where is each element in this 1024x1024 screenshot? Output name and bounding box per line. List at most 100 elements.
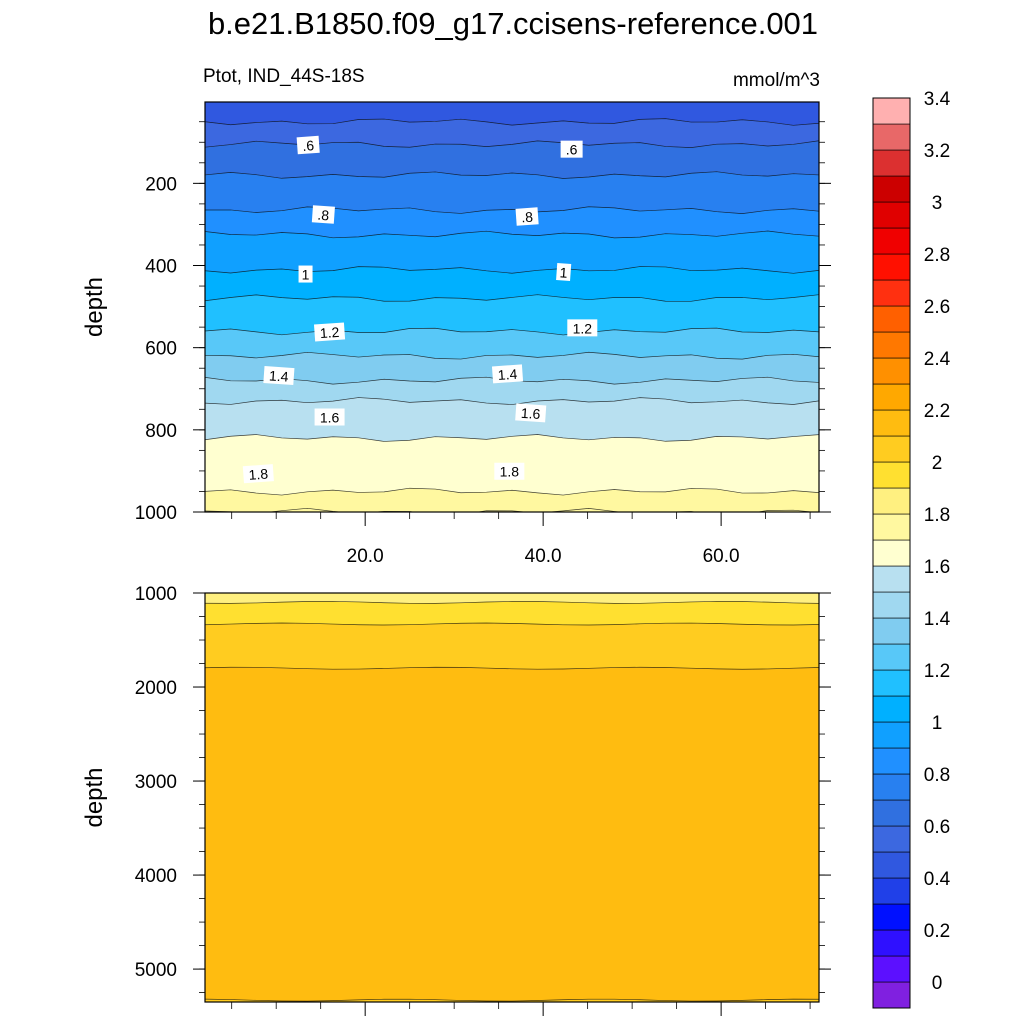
y-tick-label: 2000 (135, 678, 177, 699)
contour-band (205, 294, 819, 335)
colorbar-tick-label: 3 (932, 193, 943, 214)
colorbar-swatch (872, 383, 911, 411)
colorbar-swatch (872, 851, 911, 879)
colorbar: 0 0.2 0.4 0.6 0.8 1 1.2 1.4 1.6 1.8 2 2.2 2.4 2.6 2.8 3… (872, 89, 951, 1009)
colorbar-swatch (872, 903, 911, 931)
contour-label: 1.2 (567, 319, 598, 337)
colorbar-swatch (872, 877, 911, 905)
contour-label-box (491, 364, 524, 384)
colorbar-swatch (872, 409, 911, 437)
colorbar-swatch (872, 669, 911, 697)
contour-label-text: 1.6 (520, 405, 541, 422)
contour-label-text: 1.8 (248, 466, 269, 483)
colorbar-swatch (872, 123, 911, 151)
contour-label: 1.6 (314, 408, 345, 426)
colorbar-swatch (872, 565, 911, 593)
contour-band (205, 488, 819, 512)
colorbar-swatch (872, 695, 911, 723)
contour-label-box (556, 263, 572, 281)
contour-label: 1.8 (494, 462, 525, 480)
colorbar-tick-label: 0 (932, 973, 943, 994)
colorbar-swatch (872, 825, 911, 853)
panel-units-label: mmol/m^3 (733, 70, 820, 91)
colorbar-tick-label: 0.8 (924, 765, 950, 786)
contour-band (205, 206, 819, 238)
contour-label-text: 1.4 (269, 367, 290, 384)
contour-label: .6 (560, 140, 583, 158)
contour-label-box (296, 135, 320, 155)
contour-label: .6 (296, 135, 320, 155)
colorbar-tick-label: 0.4 (924, 869, 951, 890)
contour-band (205, 623, 819, 670)
colorbar-tick-label: 1.4 (924, 609, 951, 630)
contour-label-box (560, 140, 583, 158)
colorbar-swatch (872, 357, 911, 385)
contour-band (205, 593, 819, 604)
colorbar-swatch (872, 643, 911, 671)
upper-contour-panel: .6 .6 .8 .8 1 1 1.2 1.2 1.4 1.4 1.6 1.6 1.8 1.8 200 400… (81, 101, 831, 567)
contour-label-box (567, 319, 598, 337)
contour-label-text: .6 (302, 137, 315, 154)
colorbar-tick-label: 0.2 (924, 921, 950, 942)
contour-line (205, 294, 819, 302)
contour-band (205, 508, 813, 512)
contour-label: .8 (515, 207, 539, 226)
contour-label-text: 1.2 (319, 324, 340, 341)
colorbar-swatch (872, 461, 911, 489)
contour-label-box (494, 462, 525, 480)
colorbar-swatch (872, 149, 911, 177)
contour-line (205, 434, 819, 442)
colorbar-swatch (872, 305, 911, 333)
contour-label-text: 1 (302, 267, 310, 283)
colorbar-tick-label: 2.2 (924, 401, 950, 422)
contour-band (205, 377, 819, 405)
contour-label: 1 (556, 263, 572, 281)
contour-label-text: 1 (559, 264, 568, 281)
contour-label-text: 1.4 (497, 366, 518, 383)
colorbar-swatch (872, 747, 911, 775)
colorbar-swatch (872, 617, 911, 645)
colorbar-swatch (872, 981, 911, 1009)
contour-line (205, 487, 819, 496)
colorbar-tick-label: 3.2 (924, 141, 950, 162)
contour-label: 1.4 (491, 364, 524, 384)
contour-label: 1.4 (263, 365, 295, 386)
colorbar-tick-label: 2.6 (924, 297, 950, 318)
colorbar-swatch (872, 513, 911, 541)
colorbar-swatch (872, 331, 911, 359)
y-axis-label: depth (81, 277, 108, 337)
contour-label: 1 (298, 265, 313, 283)
plot-frame (204, 101, 820, 513)
y-axis-label: depth (81, 767, 108, 827)
contour-line (205, 666, 819, 670)
contour-label-box (314, 408, 345, 426)
contour-fills (205, 102, 819, 512)
contour-band (205, 140, 819, 179)
plot-frame (204, 592, 820, 1003)
contour-line (205, 507, 816, 512)
contour-label-box (263, 365, 295, 386)
contour-line (205, 118, 819, 126)
contour-label: 1.6 (515, 403, 547, 423)
contour-label-text: 1.2 (573, 320, 593, 336)
contour-band (205, 667, 819, 1002)
colorbar-swatch (872, 955, 911, 983)
contour-label-box (515, 403, 547, 423)
colorbar-tick-label: 1.2 (924, 661, 950, 682)
colorbar-swatch (872, 97, 911, 125)
contour-line (205, 351, 819, 360)
contour-band (205, 231, 819, 274)
contour-band (205, 118, 819, 148)
colorbar-swatch (872, 929, 911, 957)
y-tick-label: 800 (145, 421, 177, 442)
x-tick-label: 20.0 (347, 546, 384, 567)
contour-band (205, 397, 819, 442)
colorbar-swatch (872, 539, 911, 567)
contour-label-text: 1.6 (320, 410, 340, 426)
contour-label: .8 (311, 205, 335, 224)
y-tick-label: 400 (145, 257, 177, 278)
colorbar-swatch (872, 279, 911, 307)
contour-line (205, 230, 819, 239)
contour-lines (205, 601, 819, 1002)
